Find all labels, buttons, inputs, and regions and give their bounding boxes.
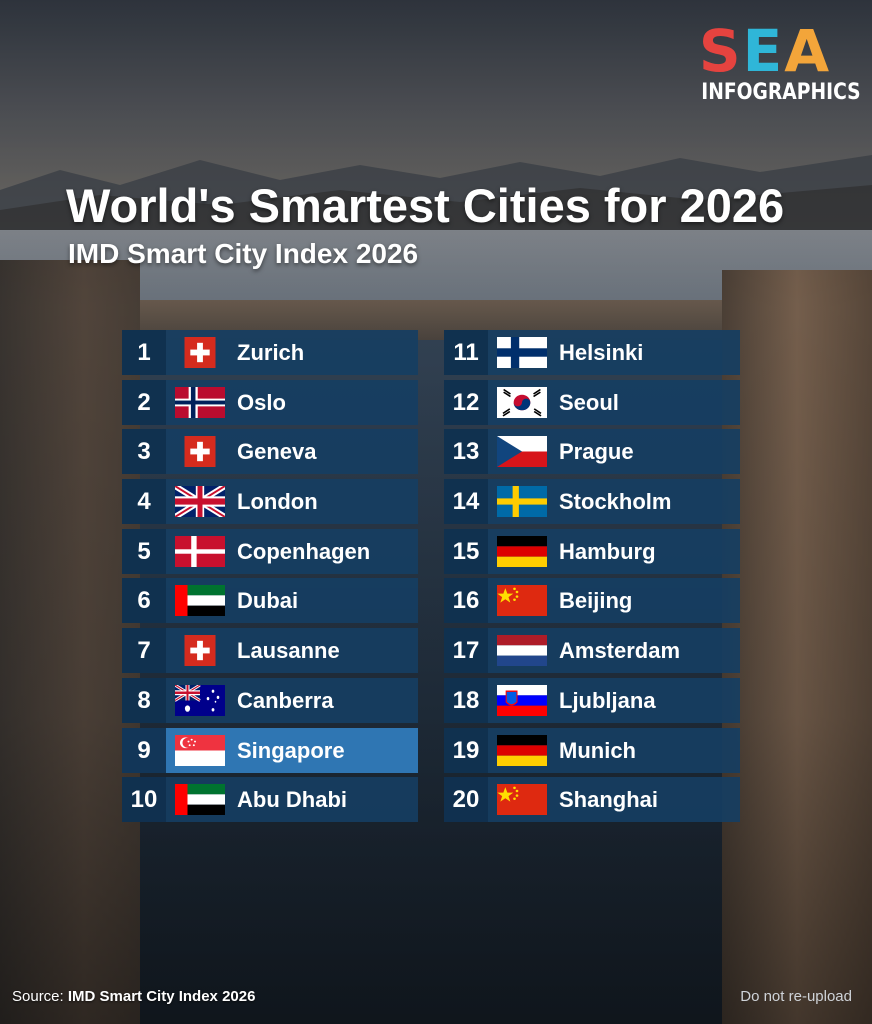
rank-number: 2 <box>122 379 166 425</box>
ranking-row: 19 Munich <box>444 727 740 773</box>
city-name: Dubai <box>237 588 299 614</box>
slovenia-flag <box>497 684 547 716</box>
rank-number: 19 <box>444 727 488 773</box>
rank-number: 3 <box>122 429 166 475</box>
germany-flag <box>497 535 547 567</box>
city-name: Copenhagen <box>237 538 371 564</box>
city-name: Stockholm <box>559 489 672 515</box>
city-name: Geneva <box>237 439 317 465</box>
rank-number: 18 <box>444 677 488 723</box>
uae-flag <box>175 784 225 816</box>
uk-flag <box>175 486 225 518</box>
rank-number: 6 <box>122 578 166 624</box>
rank-number: 9 <box>122 727 166 773</box>
rankings-column-left: 1 Zurich 2 Oslo 3 Geneva 4 London 5 Copenhagen 6 Du… <box>122 330 418 827</box>
city-name: Seoul <box>559 389 619 415</box>
ranking-row: 5 Copenhagen <box>122 528 418 574</box>
czech-flag <box>497 436 547 468</box>
singapore-flag <box>175 734 225 766</box>
ranking-row: 4 London <box>122 479 418 525</box>
city-name: Canberra <box>237 687 334 713</box>
mountains <box>0 155 872 240</box>
china-flag <box>497 585 547 617</box>
rank-number: 7 <box>122 628 166 674</box>
source-note: Source: IMD Smart City Index 2026 <box>12 988 255 1005</box>
ranking-row: 11 Helsinki <box>444 330 740 375</box>
finland-flag <box>497 337 547 368</box>
ranking-row: 20 Shanghai <box>444 777 740 823</box>
city-name: Munich <box>559 737 636 763</box>
city-name: Helsinki <box>559 340 644 365</box>
south-korea-flag <box>497 386 547 418</box>
rank-number: 16 <box>444 578 488 624</box>
ranking-row: 10 Abu Dhabi <box>122 777 418 823</box>
rank-number: 4 <box>122 479 166 525</box>
source-label: Source: <box>12 988 64 1005</box>
city-right-buildings <box>722 270 872 1024</box>
sweden-flag <box>497 486 547 518</box>
reupload-notice: Do not re-upload <box>740 988 852 1005</box>
city-name: Singapore <box>237 737 345 763</box>
australia-flag <box>175 684 225 716</box>
rank-number: 1 <box>122 330 166 375</box>
denmark-flag <box>175 535 225 567</box>
city-name: Beijing <box>559 588 633 614</box>
sea-infographics-logo: SEA INFOGRAPHICS <box>690 17 861 105</box>
logo-subtitle: INFOGRAPHICS <box>701 80 861 105</box>
germany-flag <box>497 734 547 766</box>
city-name: Ljubljana <box>559 687 656 713</box>
ranking-row: 14 Stockholm <box>444 479 740 525</box>
ranking-row: 17 Amsterdam <box>444 628 740 674</box>
ranking-row: 2 Oslo <box>122 379 418 425</box>
rankings-column-right: 11 Helsinki 12 Seoul 13 Prague 14 Stockholm 15 Ha… <box>444 330 740 827</box>
city-name: Lausanne <box>237 638 340 664</box>
rank-number: 14 <box>444 479 488 525</box>
rank-number: 11 <box>444 330 488 375</box>
ranking-row: 3 Geneva <box>122 429 418 475</box>
ranking-row: 15 Hamburg <box>444 528 740 574</box>
city-name: Oslo <box>237 389 286 415</box>
ranking-row: 13 Prague <box>444 429 740 475</box>
rank-number: 8 <box>122 677 166 723</box>
ranking-row: 1 Zurich <box>122 330 418 375</box>
netherlands-flag <box>497 635 547 667</box>
switzerland-flag <box>184 436 216 468</box>
ranking-row: 9 Singapore <box>122 727 418 773</box>
city-name: Prague <box>559 439 634 465</box>
city-name: Amsterdam <box>559 638 681 664</box>
ranking-row: 18 Ljubljana <box>444 677 740 723</box>
rank-number: 20 <box>444 777 488 823</box>
rank-number: 5 <box>122 528 166 574</box>
ranking-row: 7 Lausanne <box>122 628 418 674</box>
switzerland-flag <box>184 635 216 667</box>
city-name: Shanghai <box>559 787 659 813</box>
ranking-row: 6 Dubai <box>122 578 418 624</box>
page-title: World's Smartest Cities for 2026 <box>66 179 785 232</box>
logo-mark: SEA <box>698 17 832 85</box>
page-subtitle: IMD Smart City Index 2026 <box>68 238 419 269</box>
city-left-buildings <box>0 260 140 1024</box>
rank-number: 17 <box>444 628 488 674</box>
city-name: Hamburg <box>559 538 656 564</box>
rank-number: 13 <box>444 429 488 475</box>
city-name: Abu Dhabi <box>237 787 347 813</box>
norway-flag <box>175 386 225 418</box>
ranking-row: 16 Beijing <box>444 578 740 624</box>
city-name: Zurich <box>237 340 305 365</box>
rank-number: 15 <box>444 528 488 574</box>
city-name: London <box>237 489 318 515</box>
rank-number: 10 <box>122 777 166 823</box>
rank-number: 12 <box>444 379 488 425</box>
ranking-row: 12 Seoul <box>444 379 740 425</box>
source-value: IMD Smart City Index 2026 <box>67 988 256 1005</box>
ranking-row: 8 Canberra <box>122 677 418 723</box>
switzerland-flag <box>184 337 216 368</box>
china-flag <box>497 784 547 816</box>
uae-flag <box>175 585 225 617</box>
